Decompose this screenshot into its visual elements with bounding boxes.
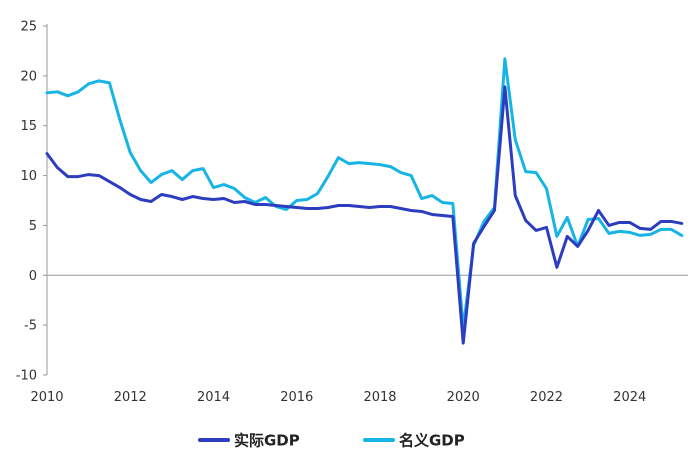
x-tick-label: 2014: [197, 390, 230, 405]
series-line-1: [45, 57, 684, 330]
x-tick-label: 2016: [280, 390, 313, 405]
x-tick-label: 2010: [30, 390, 63, 405]
series-layer: [45, 57, 684, 345]
legend-label-0: 实际GDP: [234, 432, 300, 450]
x-tick-label: 2018: [363, 390, 396, 405]
y-tick-label: 15: [20, 119, 37, 134]
y-tick-label: -5: [24, 319, 37, 334]
y-tick-label: 25: [20, 20, 37, 35]
y-tick-label: 0: [29, 269, 37, 284]
series-line-0: [45, 85, 684, 345]
legend-label-1: 名义GDP: [399, 432, 465, 450]
y-tick-label: -10: [16, 369, 37, 384]
x-tick-label: 2022: [530, 390, 563, 405]
y-tick-label: 5: [29, 219, 37, 234]
axes-layer: -10 -5 0 5 10 15 20 25 2010 2012 2014 2016 2018 2020 2…: [16, 20, 688, 405]
x-tick-label: 2012: [114, 390, 147, 405]
y-tick-label: 10: [20, 169, 37, 184]
legend: 实际GDP 名义GDP: [198, 432, 465, 450]
x-tick-label: 2024: [613, 390, 646, 405]
y-tick-label: 20: [20, 69, 37, 84]
x-tick-label: 2020: [447, 390, 480, 405]
